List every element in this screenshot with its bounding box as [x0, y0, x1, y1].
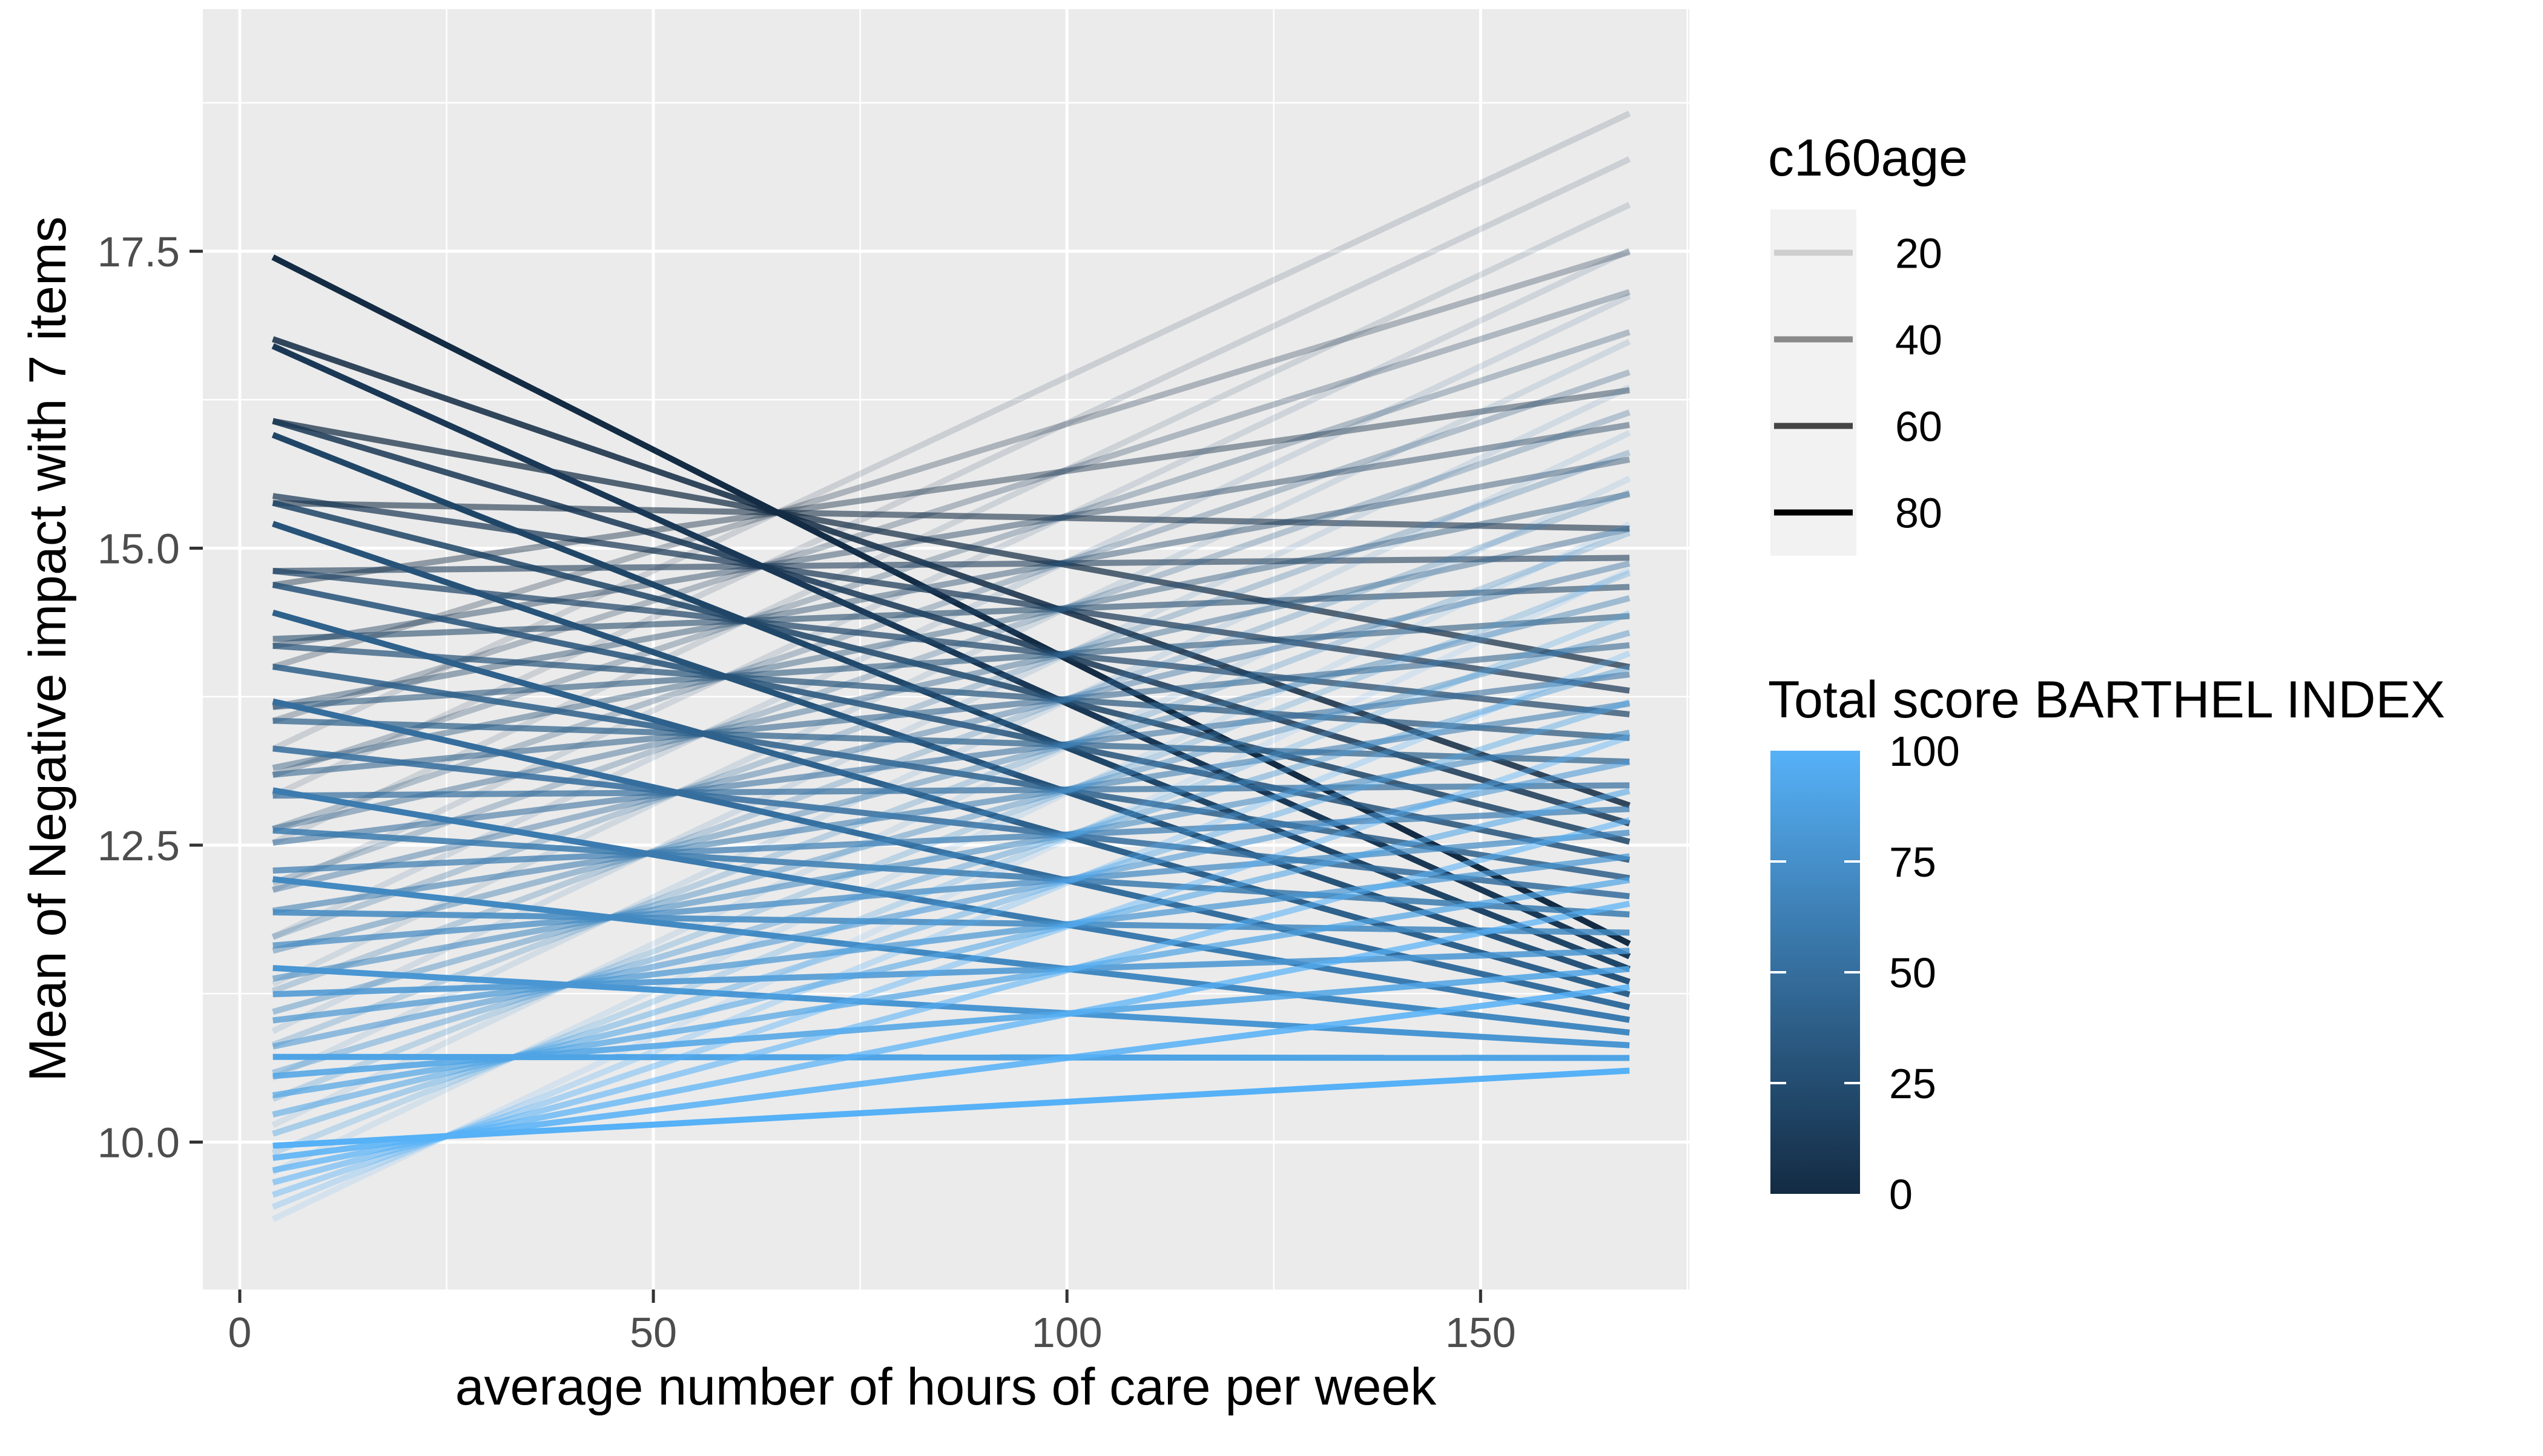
prediction-line	[272, 806, 1630, 874]
y-tick-label: 17.5	[97, 228, 180, 275]
prediction-line	[272, 817, 1631, 1186]
prediction-line	[272, 700, 1630, 914]
prediction-line	[272, 827, 1630, 918]
prediction-line	[271, 521, 1631, 1175]
colorbar-labels: 100 75 50 25 0	[1889, 728, 1960, 1218]
prediction-line	[272, 613, 1630, 710]
x-tick-label: 50	[630, 1309, 677, 1356]
prediction-line	[272, 499, 1630, 532]
prediction-line	[272, 418, 1631, 670]
prediction-line	[271, 570, 1631, 1102]
legend-age-label: 80	[1895, 490, 1942, 537]
prediction-line	[271, 530, 1631, 1048]
prediction-line	[272, 421, 1631, 649]
prediction-line	[272, 409, 1631, 886]
prediction-line	[272, 493, 1630, 694]
prediction-line	[271, 490, 1631, 994]
colorbar-tick-marks	[1770, 860, 1860, 1084]
legend-age-label: 20	[1895, 230, 1942, 277]
prediction-line	[272, 664, 1631, 1076]
prediction-lines	[271, 110, 1631, 1222]
colorbar-label: 100	[1889, 728, 1960, 775]
x-axis-tick-labels: 0 50 100 150	[228, 1309, 1516, 1356]
legend-age-key	[1770, 296, 1856, 383]
prediction-line	[272, 745, 1630, 900]
prediction-line	[272, 387, 1630, 588]
prediction-line	[272, 630, 1631, 1015]
prediction-line	[271, 343, 1631, 960]
prediction-line	[271, 650, 1631, 1210]
prediction-line	[272, 642, 1630, 742]
prediction-line	[272, 595, 1631, 954]
x-tick-label: 0	[228, 1309, 252, 1356]
prediction-line	[271, 248, 1631, 893]
y-tick-label: 10.0	[97, 1119, 180, 1167]
legend-age-title: c160age	[1768, 129, 1968, 187]
prediction-line	[272, 964, 1630, 1049]
prediction-line	[272, 984, 1630, 1161]
y-axis-title: Mean of Negative impact with 7 items	[19, 216, 77, 1081]
prediction-line	[272, 782, 1630, 799]
colorbar-label: 0	[1889, 1171, 1913, 1218]
prediction-line	[271, 475, 1631, 1128]
y-tick-label: 15.0	[97, 525, 180, 573]
prediction-line	[272, 560, 1631, 893]
colorbar-label: 50	[1889, 949, 1936, 996]
prediction-line	[272, 1053, 1630, 1061]
prediction-line	[271, 202, 1631, 846]
prediction-line	[272, 900, 1631, 1173]
legend-age: c160age 20 40 60 80	[1768, 129, 1968, 556]
colorbar-label: 25	[1889, 1060, 1936, 1107]
prediction-line	[272, 568, 1630, 717]
prediction-line	[272, 759, 1631, 1050]
prediction-line	[272, 456, 1631, 710]
axis-tick-marks	[190, 249, 1482, 1303]
prediction-line	[272, 671, 1630, 846]
x-axis-title: average number of hours of care per week	[455, 1358, 1437, 1416]
prediction-line	[271, 430, 1631, 1081]
prediction-line	[271, 110, 1631, 752]
legend-age-key	[1770, 209, 1856, 296]
prediction-line	[272, 289, 1631, 724]
legend-barthel: Total score BARTHEL INDEX 100 75 50 25 0	[1768, 671, 2445, 1218]
prediction-line	[272, 521, 1631, 985]
prediction-line	[271, 449, 1631, 940]
colorbar-label: 75	[1889, 838, 1936, 886]
prediction-line	[272, 947, 1630, 998]
x-tick-label: 100	[1032, 1309, 1103, 1356]
x-tick-label: 150	[1445, 1309, 1516, 1356]
legend-age-label: 60	[1895, 403, 1942, 450]
prediction-line	[272, 829, 1630, 949]
prediction-line	[271, 254, 1631, 947]
prediction-line	[272, 730, 1631, 982]
prediction-line	[272, 717, 1630, 765]
prediction-line	[272, 555, 1630, 575]
prediction-line	[272, 336, 1631, 809]
prediction-line	[272, 491, 1631, 771]
prediction-line	[272, 909, 1630, 936]
prediction-line	[272, 582, 1631, 863]
y-axis-tick-labels: 10.0 12.5 15.0 17.5	[97, 228, 180, 1167]
prediction-line	[272, 734, 1631, 1198]
prediction-line	[271, 567, 1631, 1222]
y-tick-label: 12.5	[97, 822, 180, 869]
legend-age-label: 40	[1895, 317, 1942, 364]
legend-barthel-title: Total score BARTHEL INDEX	[1768, 671, 2445, 729]
prediction-line	[272, 525, 1631, 832]
prediction-line	[272, 1067, 1630, 1149]
